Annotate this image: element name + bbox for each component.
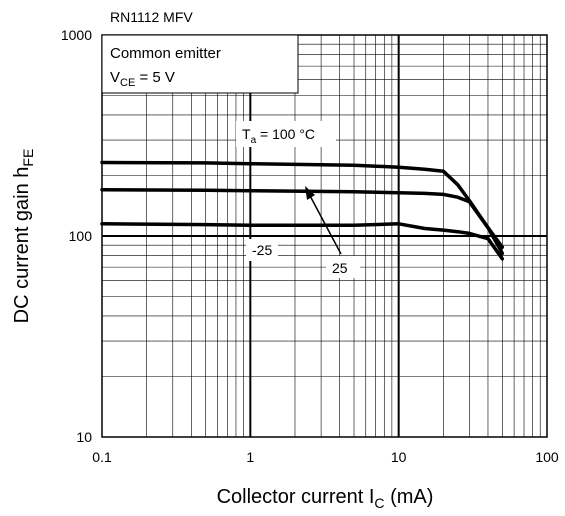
conditions-line1: Common emitter	[110, 45, 221, 62]
y-tick-label: 10	[76, 429, 92, 445]
series-line-2	[100, 187, 505, 256]
y-tick-labels: 10 100 1000	[61, 27, 92, 445]
series-label-100: Ta = 100 °C	[242, 126, 315, 146]
series-label-25-arrow	[307, 191, 342, 255]
plot-frame	[101, 34, 548, 438]
chart-title: RN1112 MFV	[110, 9, 193, 25]
x-tick-labels: 0.1 1 10 100	[92, 449, 559, 465]
series-label-bg-m25	[246, 239, 278, 261]
series-label-25: 25	[332, 260, 348, 276]
series-label-m25: -25	[252, 242, 272, 258]
series-label-25-arrowhead	[305, 186, 315, 200]
conditions-line2: VCE = 5 V	[110, 69, 175, 89]
y-tick-label: 1000	[61, 27, 92, 43]
series-label-bg-25	[326, 256, 360, 278]
x-tick-label: 100	[535, 449, 559, 465]
x-tick-label: 1	[246, 449, 254, 465]
y-axis-label: DC current gain hFE	[11, 149, 36, 324]
series-label-bg-100	[236, 121, 336, 147]
series-group	[100, 160, 505, 261]
x-axis-label: Collector current IC (mA)	[217, 486, 434, 511]
x-tick-label: 10	[391, 449, 407, 465]
x-tick-label: 0.1	[92, 449, 112, 465]
series-line-3	[100, 222, 505, 261]
conditions-box	[101, 34, 299, 94]
y-tick-label: 100	[69, 228, 93, 244]
